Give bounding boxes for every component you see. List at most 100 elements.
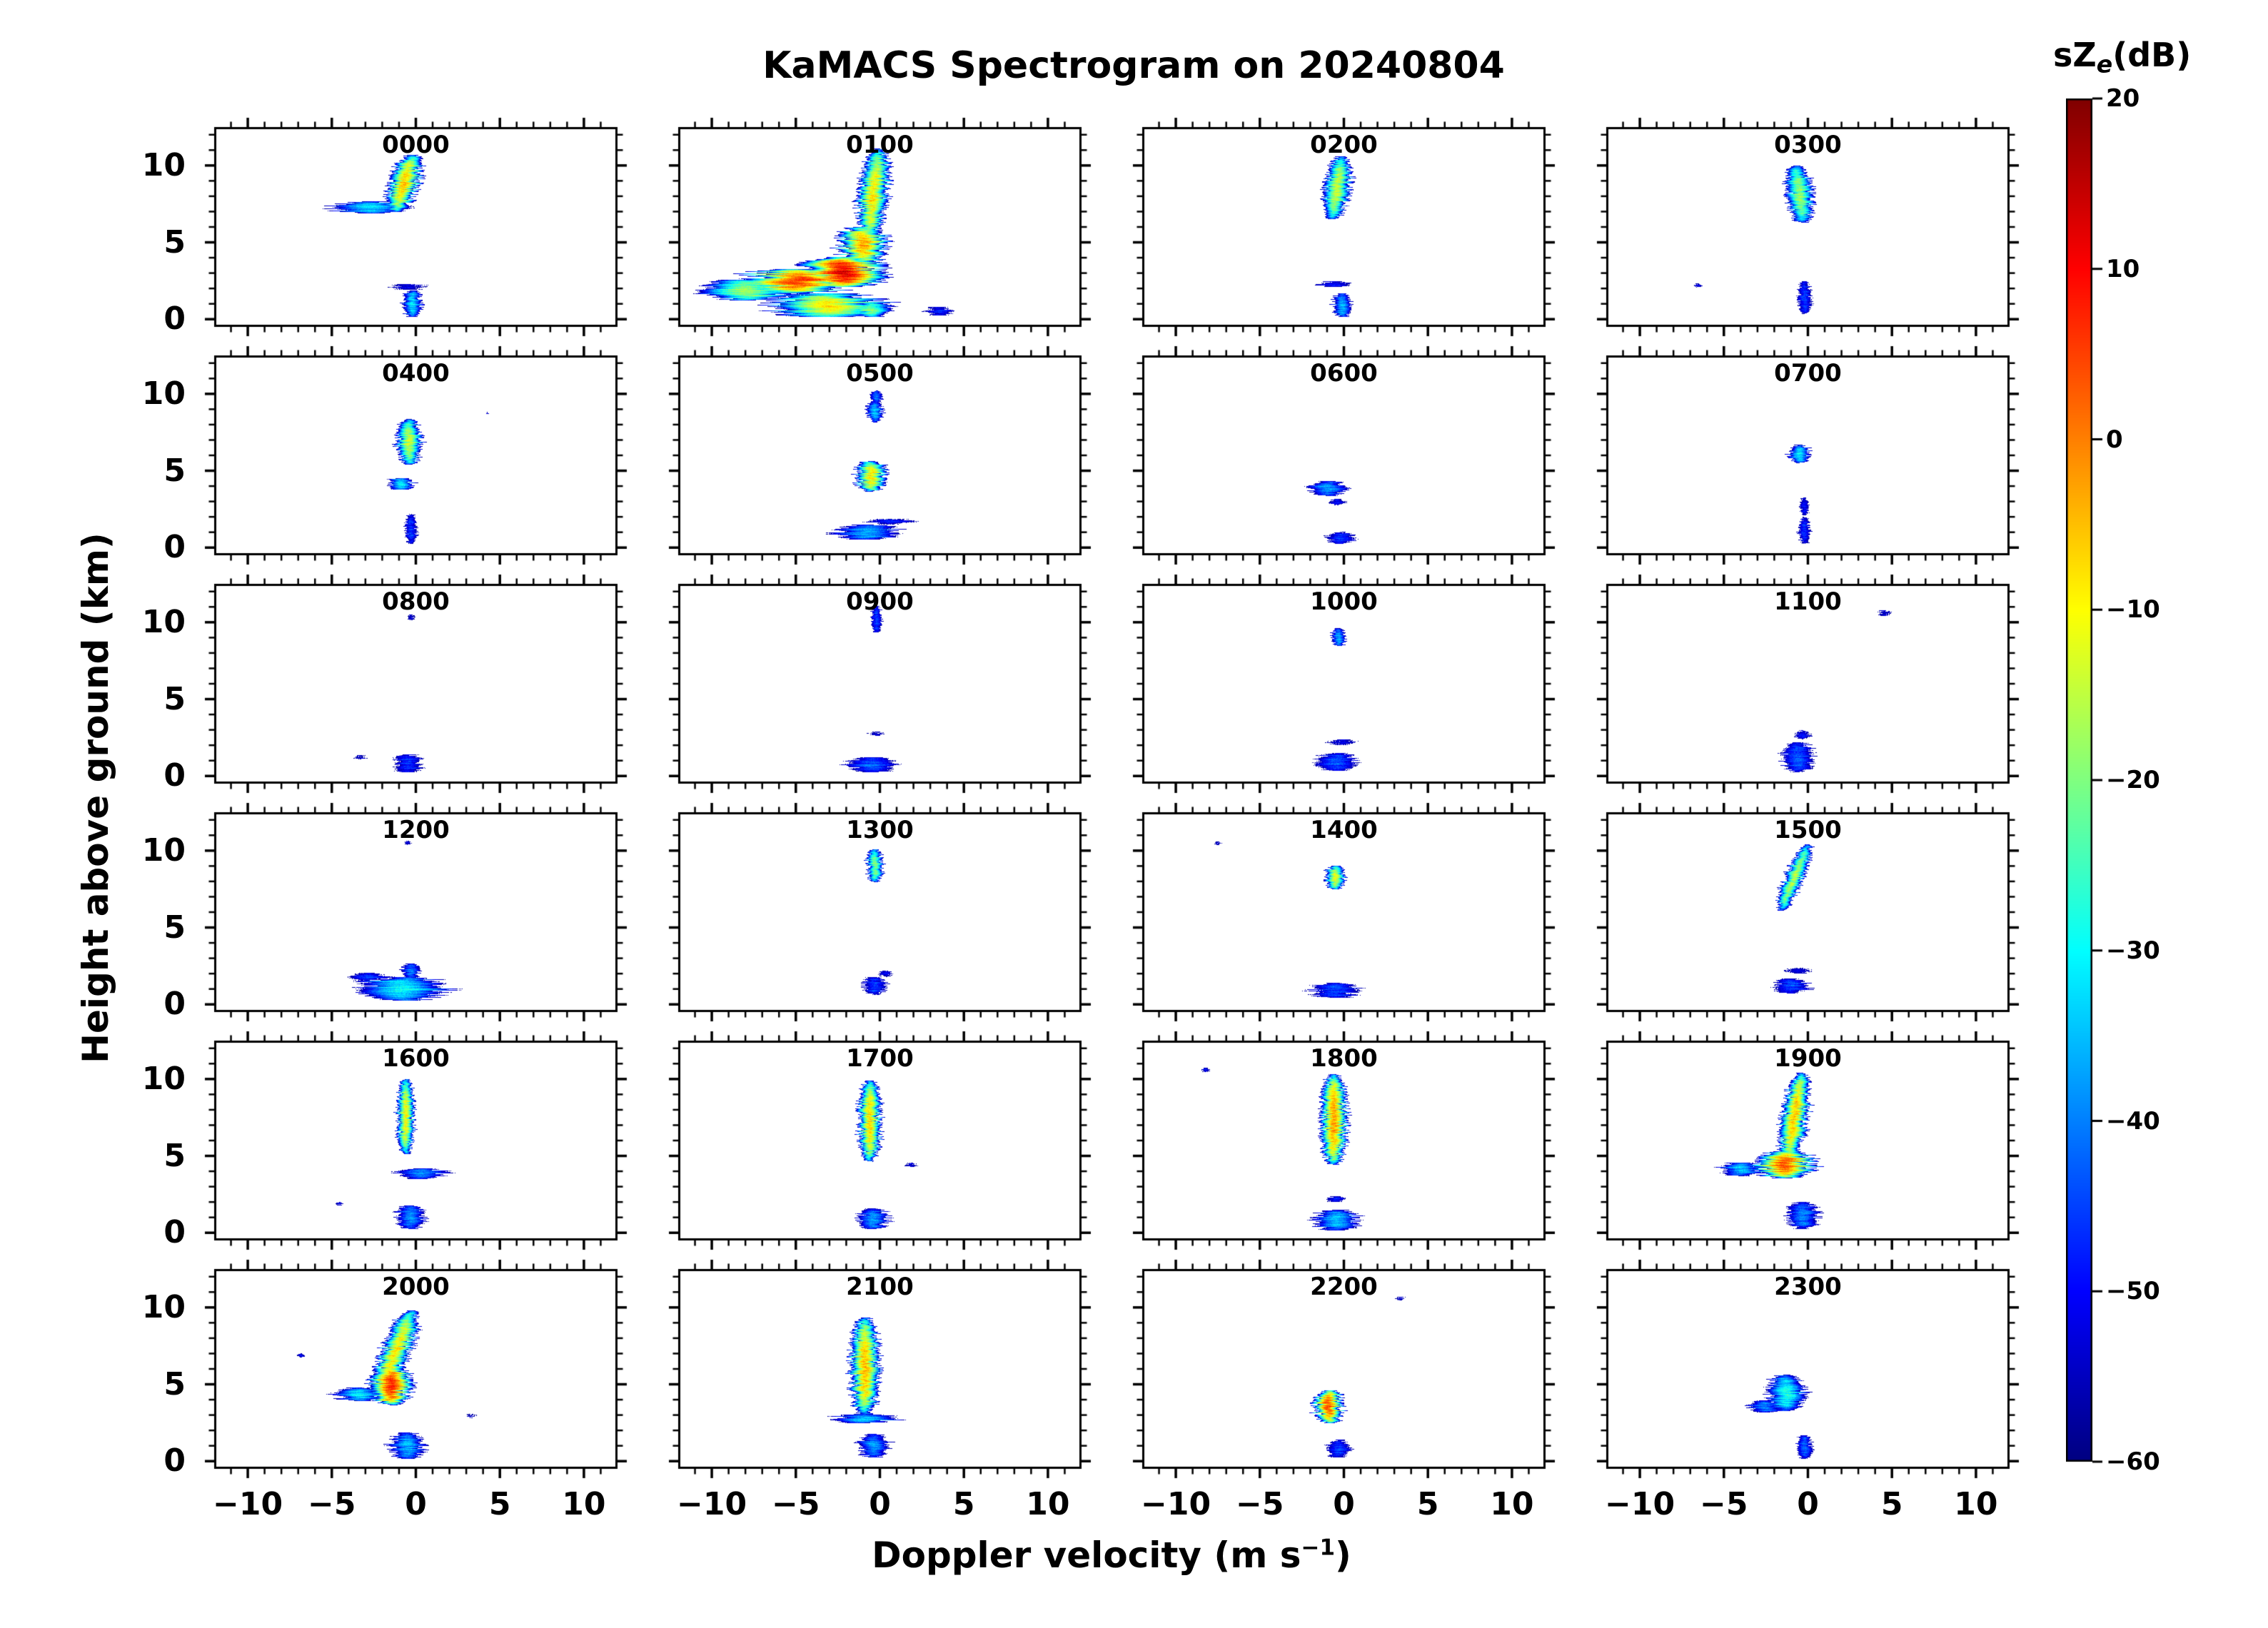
x-tick-label: −10 xyxy=(1141,1486,1211,1522)
panel-canvas xyxy=(665,799,1094,1025)
panel-hour-label: 0700 xyxy=(1774,359,1842,388)
panel-hour-label: 1700 xyxy=(846,1044,914,1073)
x-tick-label: 10 xyxy=(1954,1486,1998,1522)
spectrogram-panel-0600: 0600 xyxy=(1129,343,1558,568)
panel-hour-label: 0500 xyxy=(846,359,914,388)
y-tick-label: 5 xyxy=(163,223,186,261)
x-axis-label: Doppler velocity (m s−1) xyxy=(872,1535,1351,1576)
colorbar-tick-label: 10 xyxy=(2106,254,2140,283)
spectrogram-panel-2000: 2000 xyxy=(201,1256,630,1482)
panel-canvas xyxy=(1129,114,1558,340)
colorbar-tick-label: 20 xyxy=(2106,84,2140,113)
panel-canvas xyxy=(1593,1028,2022,1253)
panel-canvas xyxy=(665,1256,1094,1482)
x-tick-label: 0 xyxy=(869,1486,891,1522)
y-tick-label: 5 xyxy=(163,909,186,946)
panel-hour-label: 1300 xyxy=(846,816,914,844)
panel-canvas xyxy=(201,571,630,797)
y-tick-label: 5 xyxy=(163,1137,186,1174)
panel-canvas xyxy=(201,799,630,1025)
y-tick-label: 0 xyxy=(163,1442,186,1480)
spectrogram-panel-0200: 0200 xyxy=(1129,114,1558,340)
y-tick-label: 0 xyxy=(163,1214,186,1251)
x-tick-label: −10 xyxy=(1605,1486,1675,1522)
spectrogram-panel-1200: 1200 xyxy=(201,799,630,1025)
spectrogram-panel-0700: 0700 xyxy=(1593,343,2022,568)
panel-canvas xyxy=(201,1256,630,1482)
panel-hour-label: 2200 xyxy=(1310,1273,1378,1301)
x-tick-label: 0 xyxy=(1797,1486,1819,1522)
panel-canvas xyxy=(1593,1256,2022,1482)
panel-hour-label: 2300 xyxy=(1774,1273,1842,1301)
y-tick-label: 10 xyxy=(141,603,186,640)
x-tick-label: −5 xyxy=(1700,1486,1748,1522)
panel-canvas xyxy=(1129,1028,1558,1253)
spectrogram-panel-2100: 2100 xyxy=(665,1256,1094,1482)
panel-canvas xyxy=(1129,571,1558,797)
x-tick-label: −5 xyxy=(308,1486,356,1522)
panel-canvas xyxy=(1129,343,1558,568)
panel-hour-label: 1000 xyxy=(1310,587,1378,616)
spectrogram-panel-1100: 1100 xyxy=(1593,571,2022,797)
y-tick-label: 10 xyxy=(141,1288,186,1325)
panel-hour-label: 0600 xyxy=(1310,359,1378,388)
panel-hour-label: 0000 xyxy=(382,131,450,159)
y-tick-label: 0 xyxy=(163,300,186,338)
panel-canvas xyxy=(665,343,1094,568)
x-axis-label-text: Doppler velocity (m s xyxy=(872,1535,1301,1576)
y-tick-label: 10 xyxy=(141,831,186,869)
panel-canvas xyxy=(1593,343,2022,568)
y-axis-label: Height above ground (km) xyxy=(75,532,116,1063)
x-tick-label: 5 xyxy=(952,1486,975,1522)
panel-canvas xyxy=(1593,114,2022,340)
x-tick-label: −5 xyxy=(772,1486,820,1522)
spectrogram-panel-0400: 0400 xyxy=(201,343,630,568)
y-tick-label: 0 xyxy=(163,757,186,794)
panel-hour-label: 0200 xyxy=(1310,131,1378,159)
spectrogram-panel-1400: 1400 xyxy=(1129,799,1558,1025)
x-tick-label: 5 xyxy=(1880,1486,1903,1522)
y-tick-label: 0 xyxy=(163,986,186,1023)
colorbar xyxy=(2066,93,2116,1467)
x-axis-label-close: ) xyxy=(1335,1535,1351,1576)
panel-hour-label: 2100 xyxy=(846,1273,914,1301)
panel-canvas xyxy=(1593,571,2022,797)
figure-title: KaMACS Spectrogram on 20240804 xyxy=(762,44,1505,87)
panel-canvas xyxy=(201,1028,630,1253)
y-tick-label: 5 xyxy=(163,680,186,717)
panel-hour-label: 0900 xyxy=(846,587,914,616)
spectrogram-panel-0800: 0800 xyxy=(201,571,630,797)
panel-hour-label: 1200 xyxy=(382,816,450,844)
panel-hour-label: 0100 xyxy=(846,131,914,159)
colorbar-tick-label: −50 xyxy=(2106,1277,2160,1306)
spectrogram-panel-1700: 1700 xyxy=(665,1028,1094,1253)
spectrogram-panel-0500: 0500 xyxy=(665,343,1094,568)
spectrogram-panel-0900: 0900 xyxy=(665,571,1094,797)
panel-hour-label: 1100 xyxy=(1774,587,1842,616)
colorbar-title-text: sZ xyxy=(2053,36,2097,74)
spectrogram-panel-0300: 0300 xyxy=(1593,114,2022,340)
panel-hour-label: 1400 xyxy=(1310,816,1378,844)
x-tick-label: 0 xyxy=(1333,1486,1355,1522)
x-tick-label: 10 xyxy=(1026,1486,1070,1522)
colorbar-tick-label: −60 xyxy=(2106,1447,2160,1476)
x-tick-label: 0 xyxy=(405,1486,427,1522)
panel-canvas xyxy=(201,343,630,568)
spectrogram-panel-1800: 1800 xyxy=(1129,1028,1558,1253)
x-tick-label: −10 xyxy=(213,1486,283,1522)
panel-canvas xyxy=(665,114,1094,340)
y-tick-label: 10 xyxy=(141,146,186,183)
x-tick-label: 10 xyxy=(1490,1486,1534,1522)
x-tick-label: −10 xyxy=(677,1486,747,1522)
spectrogram-panel-0100: 0100 xyxy=(665,114,1094,340)
x-tick-label: 5 xyxy=(488,1486,511,1522)
colorbar-tick-label: −10 xyxy=(2106,595,2160,625)
spectrogram-panel-0000: 0000 xyxy=(201,114,630,340)
spectrogram-panel-2200: 2200 xyxy=(1129,1256,1558,1482)
spectrogram-panel-1000: 1000 xyxy=(1129,571,1558,797)
y-tick-label: 5 xyxy=(163,452,186,489)
spectrogram-panel-2300: 2300 xyxy=(1593,1256,2022,1482)
x-axis-label-superscript: −1 xyxy=(1301,1535,1336,1561)
panel-canvas xyxy=(665,1028,1094,1253)
